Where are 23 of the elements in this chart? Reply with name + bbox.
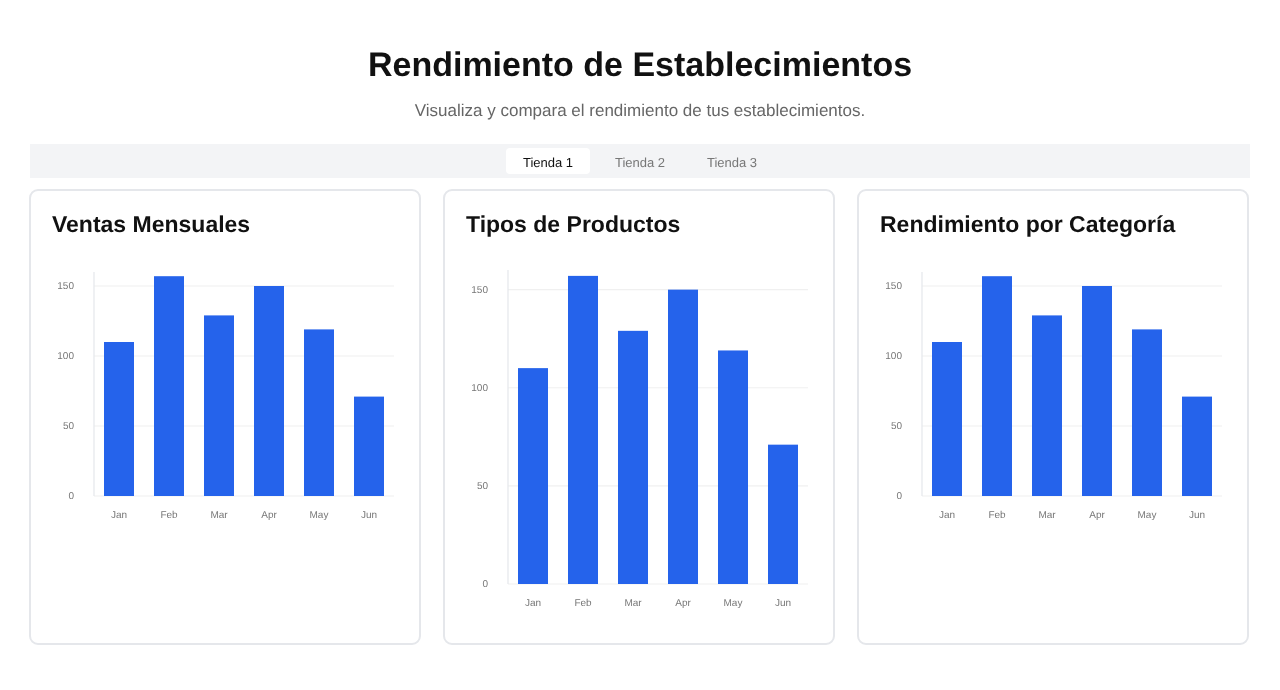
chart-title: Ventas Mensuales <box>52 214 251 238</box>
bar <box>568 275 598 584</box>
bar <box>354 396 384 496</box>
bar <box>304 329 334 496</box>
bar <box>1032 315 1062 496</box>
bar <box>1132 329 1162 496</box>
bar <box>668 289 698 584</box>
bar <box>932 342 962 496</box>
bar <box>254 286 284 496</box>
bar <box>1182 396 1212 496</box>
bar <box>1082 286 1112 496</box>
chart-title: Rendimiento por Categoría <box>880 214 1177 238</box>
bar <box>718 350 748 584</box>
bar <box>768 444 798 584</box>
bar <box>982 276 1012 496</box>
bar <box>618 330 648 584</box>
bar <box>518 368 548 584</box>
text: Visualiza y compara el rendimiento de tus establecimientos. <box>414 100 866 120</box>
bar <box>204 315 234 496</box>
bar <box>154 276 184 496</box>
bar <box>104 342 134 496</box>
chart-title: Tipos de Productos <box>466 214 681 238</box>
text: Rendimiento de Establecimientos <box>367 46 913 84</box>
